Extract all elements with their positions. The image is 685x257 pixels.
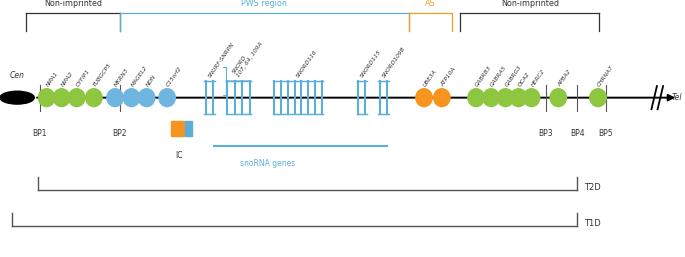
Ellipse shape <box>158 88 176 107</box>
Text: GABRB3: GABRB3 <box>475 65 493 88</box>
Text: SNORD
107, 64, 109A: SNORD 107, 64, 109A <box>232 38 264 78</box>
Text: PWS region: PWS region <box>242 0 287 8</box>
Text: IC: IC <box>176 151 183 160</box>
Text: ATP10A: ATP10A <box>440 67 458 88</box>
Text: CYFIP1: CYFIP1 <box>75 68 91 88</box>
Ellipse shape <box>138 88 155 107</box>
Text: T1D: T1D <box>584 219 601 228</box>
Text: APBA2: APBA2 <box>557 69 572 88</box>
Text: Non-imprinted: Non-imprinted <box>501 0 559 8</box>
Ellipse shape <box>467 88 485 107</box>
Text: Cen: Cen <box>10 71 25 80</box>
Bar <box>171 122 184 136</box>
Text: MKRN3: MKRN3 <box>114 67 130 88</box>
Text: Tel: Tel <box>671 93 682 102</box>
Text: CHRNA7: CHRNA7 <box>597 65 615 88</box>
Text: SNORD115: SNORD115 <box>360 49 382 78</box>
Text: C15orf2: C15orf2 <box>166 66 184 88</box>
Text: NIPA1: NIPA1 <box>45 71 59 88</box>
Text: SNORD116: SNORD116 <box>296 49 319 78</box>
Bar <box>185 122 192 136</box>
Text: BP1: BP1 <box>32 128 47 137</box>
Ellipse shape <box>589 88 607 107</box>
Text: BP2: BP2 <box>112 128 127 137</box>
Ellipse shape <box>523 88 540 107</box>
Ellipse shape <box>85 88 103 107</box>
Circle shape <box>0 91 34 104</box>
Text: UBE3A: UBE3A <box>423 69 438 88</box>
Text: AS: AS <box>425 0 436 8</box>
Text: HERC2: HERC2 <box>530 68 546 88</box>
Text: SNURF-SNRPN: SNURF-SNRPN <box>208 41 236 78</box>
Text: BP4: BP4 <box>570 128 585 137</box>
Text: OCA2: OCA2 <box>517 71 531 88</box>
Text: GABRG3: GABRG3 <box>504 65 523 88</box>
Text: NDN: NDN <box>145 74 157 88</box>
Ellipse shape <box>497 88 514 107</box>
Text: SNORD109B: SNORD109B <box>382 45 407 78</box>
Ellipse shape <box>53 88 71 107</box>
Text: snoRNA genes: snoRNA genes <box>240 159 295 168</box>
Ellipse shape <box>106 88 124 107</box>
Text: BP5: BP5 <box>598 128 613 137</box>
Ellipse shape <box>68 88 86 107</box>
Text: BP3: BP3 <box>538 128 553 137</box>
Ellipse shape <box>433 88 451 107</box>
Text: MAGEL2: MAGEL2 <box>130 65 148 88</box>
Text: T2D: T2D <box>584 183 601 192</box>
Ellipse shape <box>123 88 140 107</box>
Ellipse shape <box>482 88 500 107</box>
Text: GABRA5: GABRA5 <box>490 65 508 88</box>
Text: Non-imprinted: Non-imprinted <box>44 0 102 8</box>
Ellipse shape <box>415 88 433 107</box>
Text: NIPA2: NIPA2 <box>60 71 74 88</box>
Text: TUBGCP5: TUBGCP5 <box>92 62 112 88</box>
Ellipse shape <box>510 88 527 107</box>
Ellipse shape <box>38 88 55 107</box>
Ellipse shape <box>549 88 567 107</box>
